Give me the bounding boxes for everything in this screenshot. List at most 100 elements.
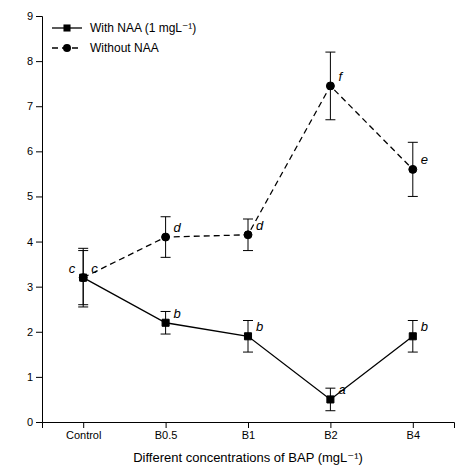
error-bar-cap: [78, 304, 88, 305]
error-bar: [325, 52, 335, 120]
y-tick: 7: [27, 100, 42, 112]
y-tick-label: 4: [27, 236, 33, 248]
y-tick-mark: [36, 151, 42, 152]
y-tick: 9: [27, 10, 42, 22]
legend-marker: [63, 24, 70, 31]
series-line: [83, 86, 413, 278]
y-tick: 0: [27, 416, 42, 428]
y-tick-label: 2: [27, 326, 33, 338]
x-axis-title: Different concentrations of BAP (mgL⁻¹): [133, 450, 363, 465]
chart: 0123456789ControlB0.5B1B2B4cbbabcddfeWit…: [0, 0, 474, 474]
x-tick: Control: [66, 422, 101, 441]
x-axis: Control B0.5 B1 B2 B4: [43, 422, 455, 441]
point: [244, 333, 251, 340]
error-bar-cap: [243, 352, 253, 353]
plot: 0123456789ControlB0.5B1B2B4cbbabcddfeWit…: [27, 10, 455, 441]
y-tick: 1: [27, 371, 42, 383]
point: [244, 231, 252, 239]
point: [79, 274, 87, 282]
point-annotation: b: [421, 319, 428, 334]
legend-item: Without NAA: [52, 41, 159, 55]
point-annotation: c: [69, 261, 76, 276]
y-tick: 5: [27, 190, 42, 202]
x-tick-label: B1: [242, 429, 255, 441]
x-tick-label: B2: [324, 429, 337, 441]
point: [80, 274, 87, 281]
annotations: cbbabcddfe: [69, 69, 428, 398]
x-tick-mark: [330, 422, 331, 428]
x-tick-label: Control: [66, 429, 101, 441]
y-tick-mark: [36, 287, 42, 288]
x-tick: B0.5: [155, 422, 178, 441]
point: [326, 82, 334, 90]
error-bar: [243, 219, 253, 251]
point-annotation: c: [91, 261, 98, 276]
y-tick-mark: [36, 242, 42, 243]
point-annotation: d: [174, 220, 182, 235]
y-tick-label: 7: [27, 100, 33, 112]
y-tick: 6: [27, 145, 42, 157]
error-bar: [408, 142, 418, 196]
x-tick: B4: [407, 422, 420, 441]
legend-item: With NAA (1 mgL⁻¹): [52, 21, 196, 35]
error-bar: [243, 321, 253, 353]
legend: With NAA (1 mgL⁻¹) Without NAA: [52, 21, 196, 55]
y-tick: 8: [27, 55, 42, 67]
x-tick: B2: [324, 422, 337, 441]
series: [78, 248, 418, 410]
y-tick-label: 6: [27, 145, 33, 157]
point-annotation: f: [338, 69, 343, 84]
y-tick-mark: [36, 332, 42, 333]
marks: [78, 52, 418, 411]
y-tick-label: 5: [27, 190, 33, 202]
error-bar-cap: [78, 248, 88, 249]
y-axis: 0 1 2 3 4 5 6 7 8 9: [27, 10, 43, 428]
error-bar-cap: [161, 334, 171, 335]
error-bar-cap: [325, 410, 335, 411]
y-tick-label: 8: [27, 55, 33, 67]
series-line: [83, 278, 413, 400]
point-annotation: a: [338, 382, 345, 397]
point: [162, 233, 170, 241]
x-tick-mark: [413, 422, 414, 428]
x-tick-mark: [83, 422, 84, 428]
y-tick-mark: [36, 16, 42, 17]
legend-marker: [63, 44, 71, 52]
point: [162, 319, 169, 326]
error-bar-cap: [161, 257, 171, 258]
legend-label: With NAA (1 mgL⁻¹): [90, 21, 196, 35]
point: [409, 165, 417, 173]
error-bar-cap: [325, 388, 335, 389]
y-tick-mark: [36, 61, 42, 62]
error-bar-cap: [408, 320, 418, 321]
legend-label: Without NAA: [90, 41, 159, 55]
point-annotation: b: [256, 319, 263, 334]
y-tick: 3: [27, 281, 42, 293]
point-annotation: e: [421, 152, 428, 167]
error-bar-cap: [78, 306, 88, 307]
y-tick-label: 3: [27, 281, 33, 293]
error-bar-cap: [243, 320, 253, 321]
error-bar: [408, 321, 418, 353]
y-tick-mark: [36, 106, 42, 107]
point: [327, 396, 334, 403]
y-tick-mark: [36, 377, 42, 378]
error-bar: [78, 251, 88, 305]
error-bar-cap: [325, 52, 335, 53]
series: [78, 52, 418, 305]
error-bar-cap: [161, 216, 171, 217]
error-bar-cap: [78, 250, 88, 251]
y-tick-label: 9: [27, 10, 33, 22]
x-tick-mark: [248, 422, 249, 428]
error-bar-cap: [243, 219, 253, 220]
error-bar-cap: [243, 250, 253, 251]
x-tick: B1: [242, 422, 255, 441]
error-bar-cap: [408, 196, 418, 197]
error-bar: [78, 248, 88, 307]
error-bar: [161, 311, 171, 334]
y-tick-label: 1: [27, 371, 33, 383]
y-tick-label: 0: [27, 416, 33, 428]
y-tick-mark: [36, 196, 42, 197]
x-tick-label: B4: [407, 429, 420, 441]
error-bar-cap: [325, 119, 335, 120]
